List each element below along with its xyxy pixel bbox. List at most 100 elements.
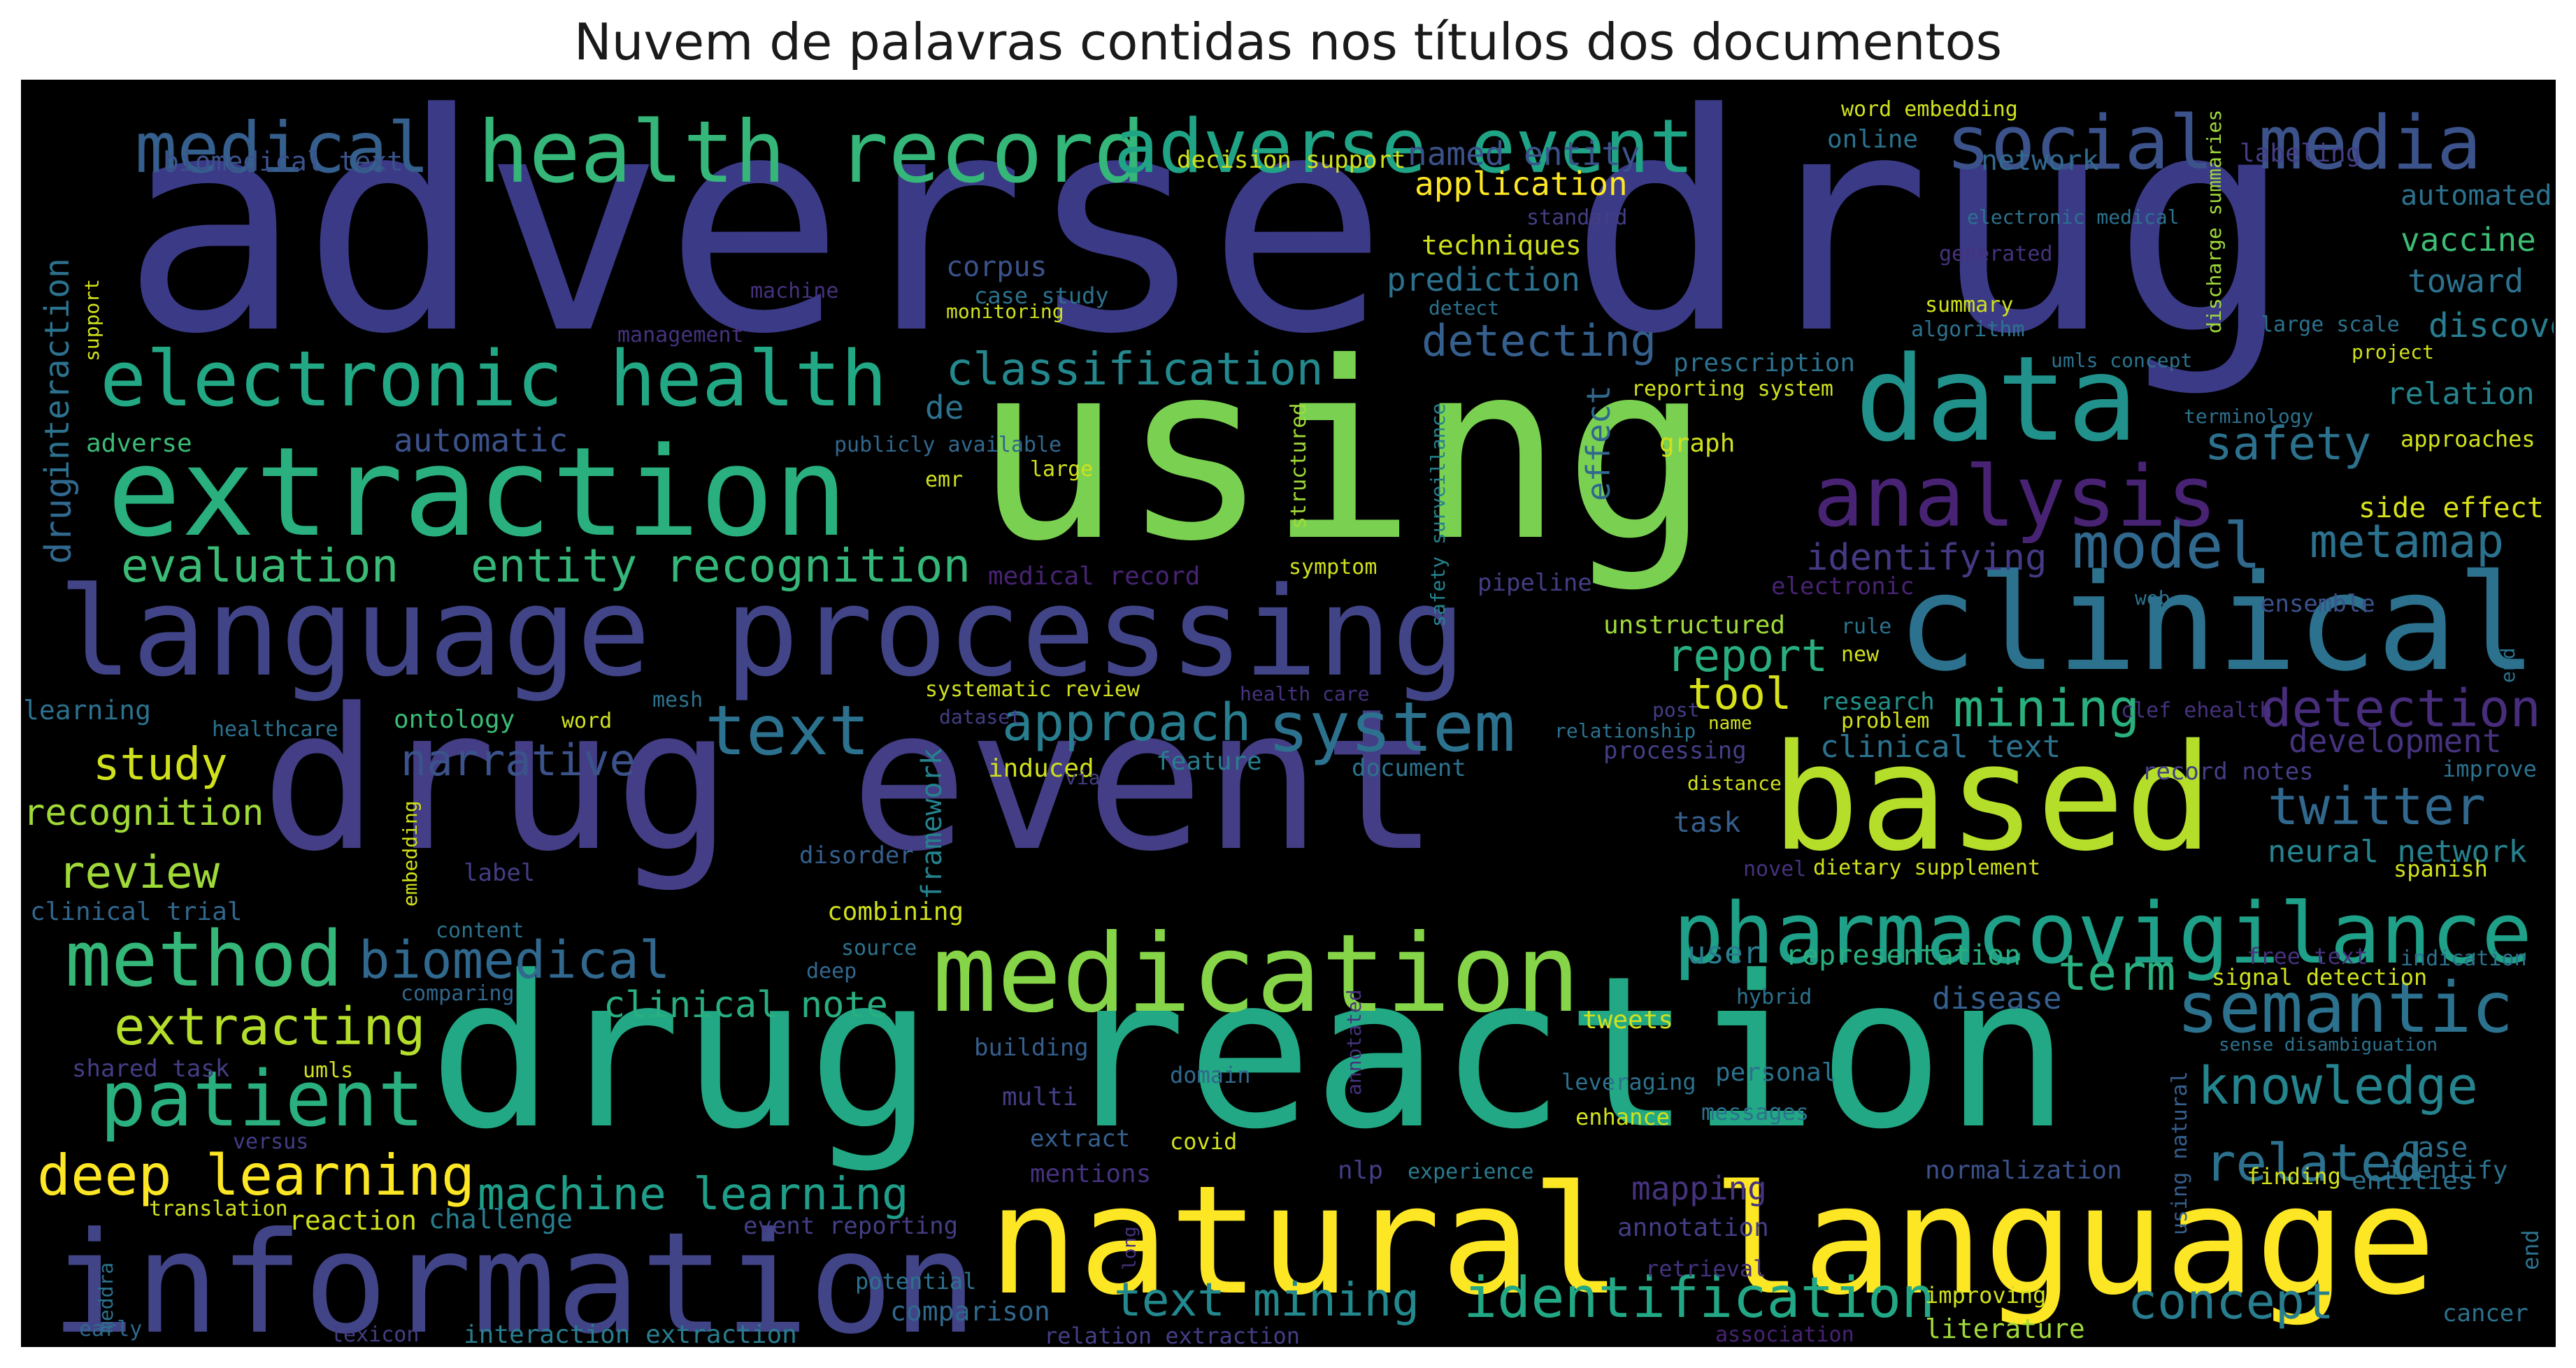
word-retrieval: retrieval — [1645, 1255, 1767, 1282]
word-electronic: electronic — [1771, 573, 1915, 600]
word-rule: rule — [1841, 614, 1892, 639]
word-user: user — [1687, 935, 1761, 971]
word-umls-concept: project — [2352, 340, 2435, 363]
word-text-mining: text mining — [1114, 1273, 1420, 1327]
word-interaction-vertical: interaction — [38, 258, 77, 480]
word-labeling: word embedding — [1841, 97, 2018, 122]
word-twitter: twitter — [2268, 777, 2486, 837]
word-machine-learning: machine learning — [478, 1169, 909, 1221]
word-reporting-system: reporting system — [1631, 377, 1833, 401]
word-multi: multi — [1002, 1083, 1078, 1111]
word-messages: messages — [1701, 1099, 1810, 1125]
word-review: review — [58, 847, 220, 899]
word-case: case — [2400, 1132, 2468, 1164]
word-extract: extract — [1030, 1125, 1131, 1153]
word-algorithm: summary — [1925, 293, 2014, 317]
word-narrative: narrative — [401, 735, 636, 786]
word-semantic: semantic — [2177, 967, 2514, 1049]
word-recognition: recognition — [23, 792, 264, 834]
word-ensemble: ensemble — [2261, 590, 2375, 618]
word-identify: identify — [2387, 1156, 2508, 1185]
word-sense-disambiguation: sense disambiguation — [2219, 1035, 2438, 1056]
word-automated: automated — [2400, 180, 2552, 212]
word-nlp: nlp — [1338, 1156, 1384, 1185]
word-extracting: extracting — [114, 997, 426, 1057]
word-approaches: approaches — [2400, 426, 2535, 452]
word-method: method — [65, 914, 343, 1004]
word-machine: detect — [1429, 296, 1500, 319]
word-standard: web — [2135, 586, 2170, 610]
word-new: new — [1841, 642, 1880, 667]
word-approach: approach — [1002, 693, 1252, 753]
word-annotation: annotation — [1617, 1214, 1769, 1242]
word-natural-language: natural language — [988, 1153, 2437, 1328]
word-medical-record: medical record — [988, 562, 1201, 591]
word-language-processing: language processing — [58, 561, 1466, 704]
word-domain: domain — [1170, 1062, 1251, 1088]
word-representation: representation — [1785, 939, 2022, 972]
word-indication: indication — [2400, 946, 2527, 971]
word-using: using — [974, 310, 1711, 595]
word-analysis: analysis — [1813, 449, 2217, 546]
word-signal-detection: signal detection — [2212, 964, 2428, 991]
word-medical: medical — [135, 107, 430, 189]
word-spanish: spanish — [2393, 856, 2488, 882]
word-decision-support: decision support — [1177, 146, 1406, 174]
word-building: building — [974, 1034, 1089, 1062]
word-clef-ehealth: name — [1708, 713, 1752, 734]
word-adverse-small: adverse — [86, 429, 192, 458]
word-evaluation: evaluation — [121, 539, 399, 593]
word-patient: patient — [100, 1054, 424, 1144]
word-cloud-canvas: adverse drug using drug event drug react… — [21, 80, 2556, 1347]
word-relation-extraction: relation extraction — [1044, 1323, 1301, 1347]
word-techniques: techniques — [1422, 230, 1582, 261]
word-relationship: health care — [1240, 682, 1370, 705]
word-symptom: symptom — [1289, 555, 1378, 579]
word-novel: novel — [1743, 857, 1807, 881]
word-discharge-summaries-vertical: using natural — [2168, 1071, 2192, 1235]
word-interaction-extraction: interaction extraction — [464, 1320, 797, 1347]
word-processing: processing — [1603, 737, 1747, 765]
word-support: management — [617, 323, 744, 347]
word-biomedical: biomedical — [359, 930, 671, 991]
word-versus: umls — [303, 1058, 354, 1083]
word-classification: classification — [946, 344, 1324, 396]
word-hybrid: hybrid — [1736, 985, 1812, 1009]
word-association: association — [1715, 1323, 1854, 1347]
word-clinical-trial: clinical trial — [30, 898, 243, 926]
word-enhance: enhance — [1575, 1104, 1670, 1130]
word-translation: translation — [149, 1197, 288, 1221]
word-study: study — [93, 739, 228, 791]
word-web: terminology — [2184, 405, 2314, 428]
word-adverse-event: adverse event — [1114, 103, 1694, 189]
word-prescription: prescription — [1673, 349, 1856, 377]
word-systematic-review: systematic review — [925, 677, 1140, 702]
word-comparing: comparing — [401, 981, 515, 1006]
word-management: monitoring — [946, 300, 1064, 323]
word-comparison: comparison — [890, 1296, 1050, 1327]
word-corpus: corpus — [946, 251, 1047, 283]
word-clinical-note: clinical note — [603, 984, 888, 1026]
word-distance: clef ehealth — [2121, 698, 2273, 723]
word-healthcare: healthcare — [212, 717, 338, 742]
word-dietary-supplement: dietary supplement — [1813, 856, 2041, 880]
word-via: dataset — [939, 705, 1022, 728]
word-knowledge: knowledge — [2198, 1056, 2478, 1116]
word-problem: problem — [1841, 709, 1930, 733]
word-clinical-text: clinical text — [1820, 729, 2061, 765]
word-entities: entities — [2352, 1167, 2473, 1195]
word-framework-vertical: framework — [916, 748, 948, 900]
word-automatic: automatic — [394, 422, 568, 459]
word-leveraging: leveraging — [1561, 1069, 1696, 1095]
word-name: post — [1652, 698, 1700, 721]
word-adverse-drug: adverse drug — [121, 80, 2294, 400]
word-entity-recognition: entity recognition — [471, 539, 971, 593]
word-network: network — [1981, 145, 2099, 177]
word-metamap: metamap — [2310, 514, 2505, 568]
word-deep-learning: deep learning — [37, 1143, 475, 1208]
word-mentions: mentions — [1030, 1160, 1152, 1188]
word-using-natural-vertical: end — [2517, 1230, 2544, 1270]
word-document: document — [1352, 754, 1466, 782]
word-combining: combining — [827, 898, 964, 926]
word-word: mesh — [652, 688, 703, 712]
